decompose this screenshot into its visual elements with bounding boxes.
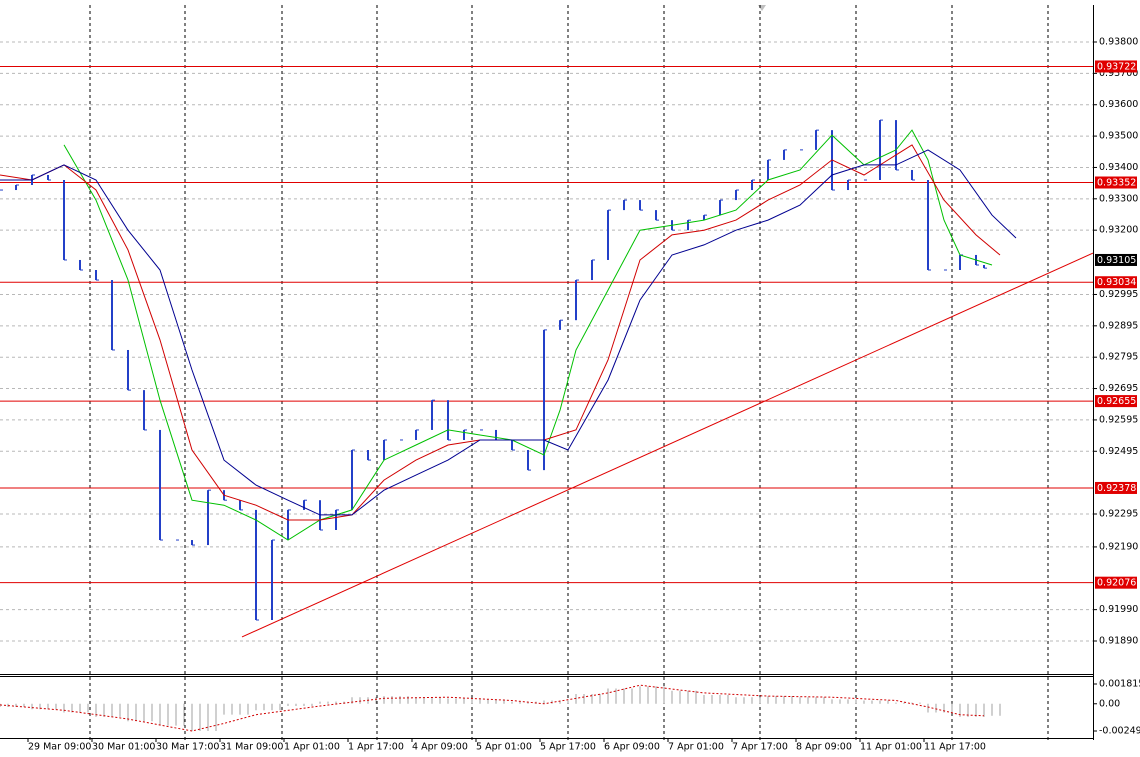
- moving-average: [63, 129, 993, 541]
- y-tick-label: 0.93300: [1099, 193, 1138, 204]
- x-tick-label: 5 Apr 17:00: [540, 742, 596, 753]
- level-label: 0.93034: [1097, 277, 1136, 288]
- y-tick-label: -0.002499: [1099, 726, 1140, 737]
- level-label-box: [1095, 276, 1137, 289]
- y-tick-label: 0.91990: [1099, 604, 1138, 615]
- x-tick-label: 7 Apr 01:00: [668, 742, 724, 753]
- x-tick-label: 4 Apr 09:00: [412, 742, 468, 753]
- y-tick-label: 0.93200: [1099, 225, 1138, 236]
- level-label-box: [1095, 576, 1137, 589]
- y-tick-label: 0.00: [1099, 698, 1120, 709]
- level-label-box: [1095, 176, 1137, 189]
- y-tick-label: 0.92695: [1099, 383, 1138, 394]
- y-tick-label: 0.93700: [1099, 68, 1138, 79]
- moving-average: [0, 149, 1017, 516]
- x-tick-label: 1 Apr 17:00: [348, 742, 404, 753]
- y-tick-label: 0.92295: [1099, 508, 1138, 519]
- x-tick-label: 1 Apr 01:00: [284, 742, 340, 753]
- x-tick-label: 8 Apr 09:00: [796, 742, 852, 753]
- y-tick-label: 0.92595: [1099, 414, 1138, 425]
- x-tick-label: 31 Mar 09:00: [220, 742, 283, 753]
- y-tick-label: 0.93500: [1099, 131, 1138, 142]
- y-tick-label: 0.92795: [1099, 352, 1138, 363]
- y-tick-label: 0.92495: [1099, 446, 1138, 457]
- y-tick-label: 0.92190: [1099, 541, 1138, 552]
- signal-line: [0, 684, 985, 732]
- level-label: 0.92076: [1097, 578, 1136, 589]
- x-tick-label: 11 Apr 17:00: [924, 742, 986, 753]
- y-tick-label: 0.92995: [1099, 289, 1138, 300]
- x-tick-label: 6 Apr 09:00: [604, 742, 660, 753]
- current-price-label: 0.93105: [1097, 255, 1136, 266]
- level-label: 0.92655: [1097, 396, 1136, 407]
- y-tick-label: 0.91890: [1099, 636, 1138, 647]
- y-tick-label: 0.93400: [1099, 162, 1138, 173]
- x-tick-label: 5 Apr 01:00: [476, 742, 532, 753]
- x-tick-label: 11 Apr 01:00: [860, 742, 922, 753]
- trend-line: [241, 252, 1094, 638]
- y-tick-label: 0.001815: [1099, 678, 1140, 689]
- x-tick-label: 30 Mar 17:00: [156, 742, 219, 753]
- y-tick-label: 0.93800: [1099, 37, 1138, 48]
- x-tick-label: 29 Mar 09:00: [28, 742, 91, 753]
- y-tick-label: 0.92895: [1099, 320, 1138, 331]
- level-label-box: [1095, 60, 1137, 73]
- x-tick-label: 30 Mar 01:00: [92, 742, 155, 753]
- level-label-box: [1095, 481, 1137, 494]
- level-label: 0.93352: [1097, 178, 1136, 189]
- level-label: 0.92378: [1097, 483, 1136, 494]
- y-tick-label: 0.93600: [1099, 99, 1138, 110]
- level-label: 0.93722: [1097, 61, 1136, 72]
- level-label-box: [1095, 395, 1137, 408]
- x-tick-label: 7 Apr 17:00: [732, 742, 788, 753]
- current-price-box: [1095, 253, 1137, 266]
